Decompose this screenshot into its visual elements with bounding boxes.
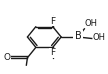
Text: O: O: [3, 53, 10, 62]
Text: OH: OH: [85, 19, 98, 28]
Text: F: F: [50, 48, 55, 57]
Text: OH: OH: [92, 33, 105, 42]
Text: B: B: [75, 31, 81, 41]
Text: F: F: [50, 17, 55, 26]
